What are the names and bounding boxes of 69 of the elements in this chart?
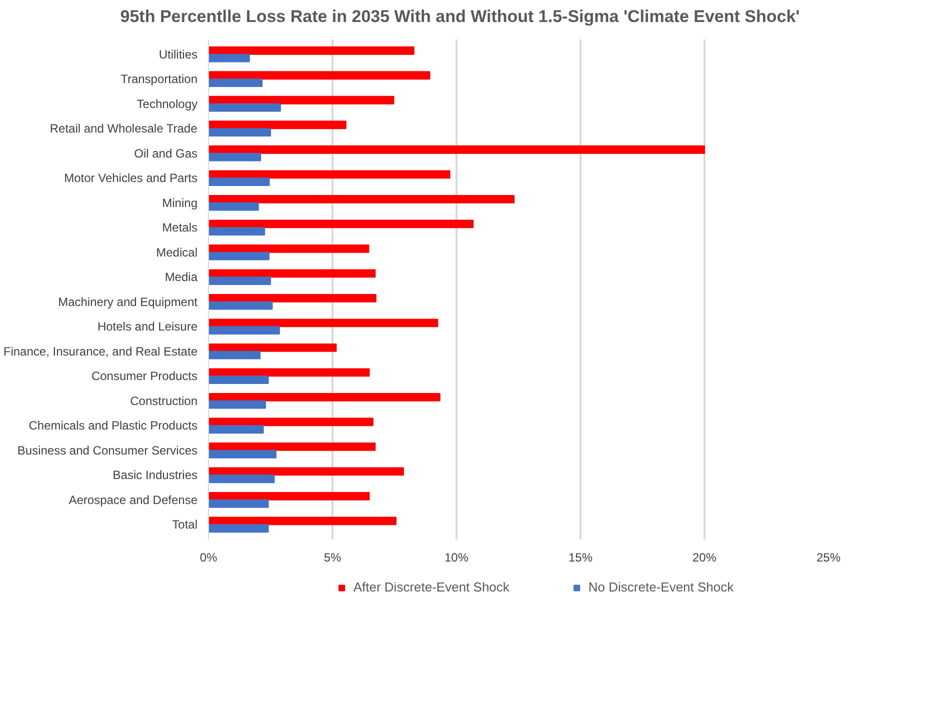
y-tick-label: Motor Vehicles and Parts: [64, 171, 198, 186]
y-tick-label: Metals: [162, 220, 198, 235]
y-tick-label: Oil and Gas: [134, 146, 198, 161]
bar: [208, 54, 250, 63]
bar: [208, 376, 269, 384]
y-tick-label: Construction: [130, 394, 198, 408]
bar: [208, 474, 275, 484]
bar: [208, 517, 396, 526]
bar: [208, 276, 271, 286]
x-tick-label: 25%: [816, 550, 841, 565]
bar: [208, 442, 376, 452]
y-tick-label: Basic Industries: [112, 468, 198, 482]
bar: [208, 450, 276, 459]
bar: [208, 269, 376, 278]
bar: [208, 468, 404, 476]
bar: [208, 400, 266, 410]
bar: [208, 202, 259, 212]
bar: [208, 146, 705, 154]
chart-title: 95th Percentlle Loss Rate in 2035 With and Without 1.5-Sigma 'Climate Event Shock': [120, 6, 800, 28]
bar: [208, 104, 281, 112]
y-tick-label: Retail and Wholesale Trade: [50, 122, 198, 136]
bar: [208, 425, 264, 434]
bar: [208, 96, 394, 105]
bar: [208, 120, 346, 130]
bar: [208, 244, 370, 254]
x-tick-label: 20%: [692, 550, 717, 565]
bar: [208, 302, 273, 310]
bar: [208, 418, 374, 426]
bar: [208, 46, 414, 56]
y-tick-label: Hotels and Leisure: [97, 320, 198, 334]
bar: [208, 153, 262, 162]
y-tick-label: Chemicals and Plastic Products: [28, 418, 198, 433]
bar: [208, 71, 430, 80]
y-tick-label: Finance, Insurance, and Real Estate: [3, 344, 198, 359]
y-tick-label: Consumer Products: [91, 369, 198, 384]
y-tick-label: Medical: [156, 246, 198, 260]
bar: [208, 368, 370, 377]
y-tick-label: Mining: [162, 196, 198, 210]
bar: [208, 318, 438, 328]
y-tick-label: Machinery and Equipment: [58, 295, 198, 310]
x-tick-label: 0%: [200, 550, 218, 565]
y-tick-label: Technology: [136, 97, 198, 112]
legend-label: After Discrete-Event Shock: [353, 580, 510, 595]
y-tick-label: Transportation: [120, 72, 198, 86]
x-tick-label: 5%: [324, 550, 342, 565]
bar: [208, 294, 376, 303]
bar: [208, 220, 474, 228]
y-tick-label: Aerospace and Defense: [68, 493, 198, 508]
y-tick-label: Media: [164, 270, 198, 284]
bar: [208, 170, 450, 179]
x-tick-label: 15%: [568, 550, 593, 565]
legend-label: No Discrete-Event Shock: [588, 580, 734, 595]
bar: [208, 393, 440, 402]
bar: [208, 195, 515, 204]
y-tick-label: Utilities: [158, 48, 198, 62]
bar: [208, 524, 269, 533]
bar: [208, 178, 270, 186]
bar: [208, 252, 270, 261]
y-tick-label: Business and Consumer Services: [17, 444, 198, 458]
x-tick-label: 10%: [444, 550, 469, 565]
bar: [208, 128, 271, 137]
bar: [208, 351, 261, 360]
bar: [208, 326, 280, 335]
bar: [208, 227, 266, 236]
bar: [208, 344, 337, 352]
bar: [208, 78, 263, 88]
bar: [208, 500, 269, 508]
y-tick-label: Total: [172, 518, 198, 532]
bar: [208, 492, 370, 501]
